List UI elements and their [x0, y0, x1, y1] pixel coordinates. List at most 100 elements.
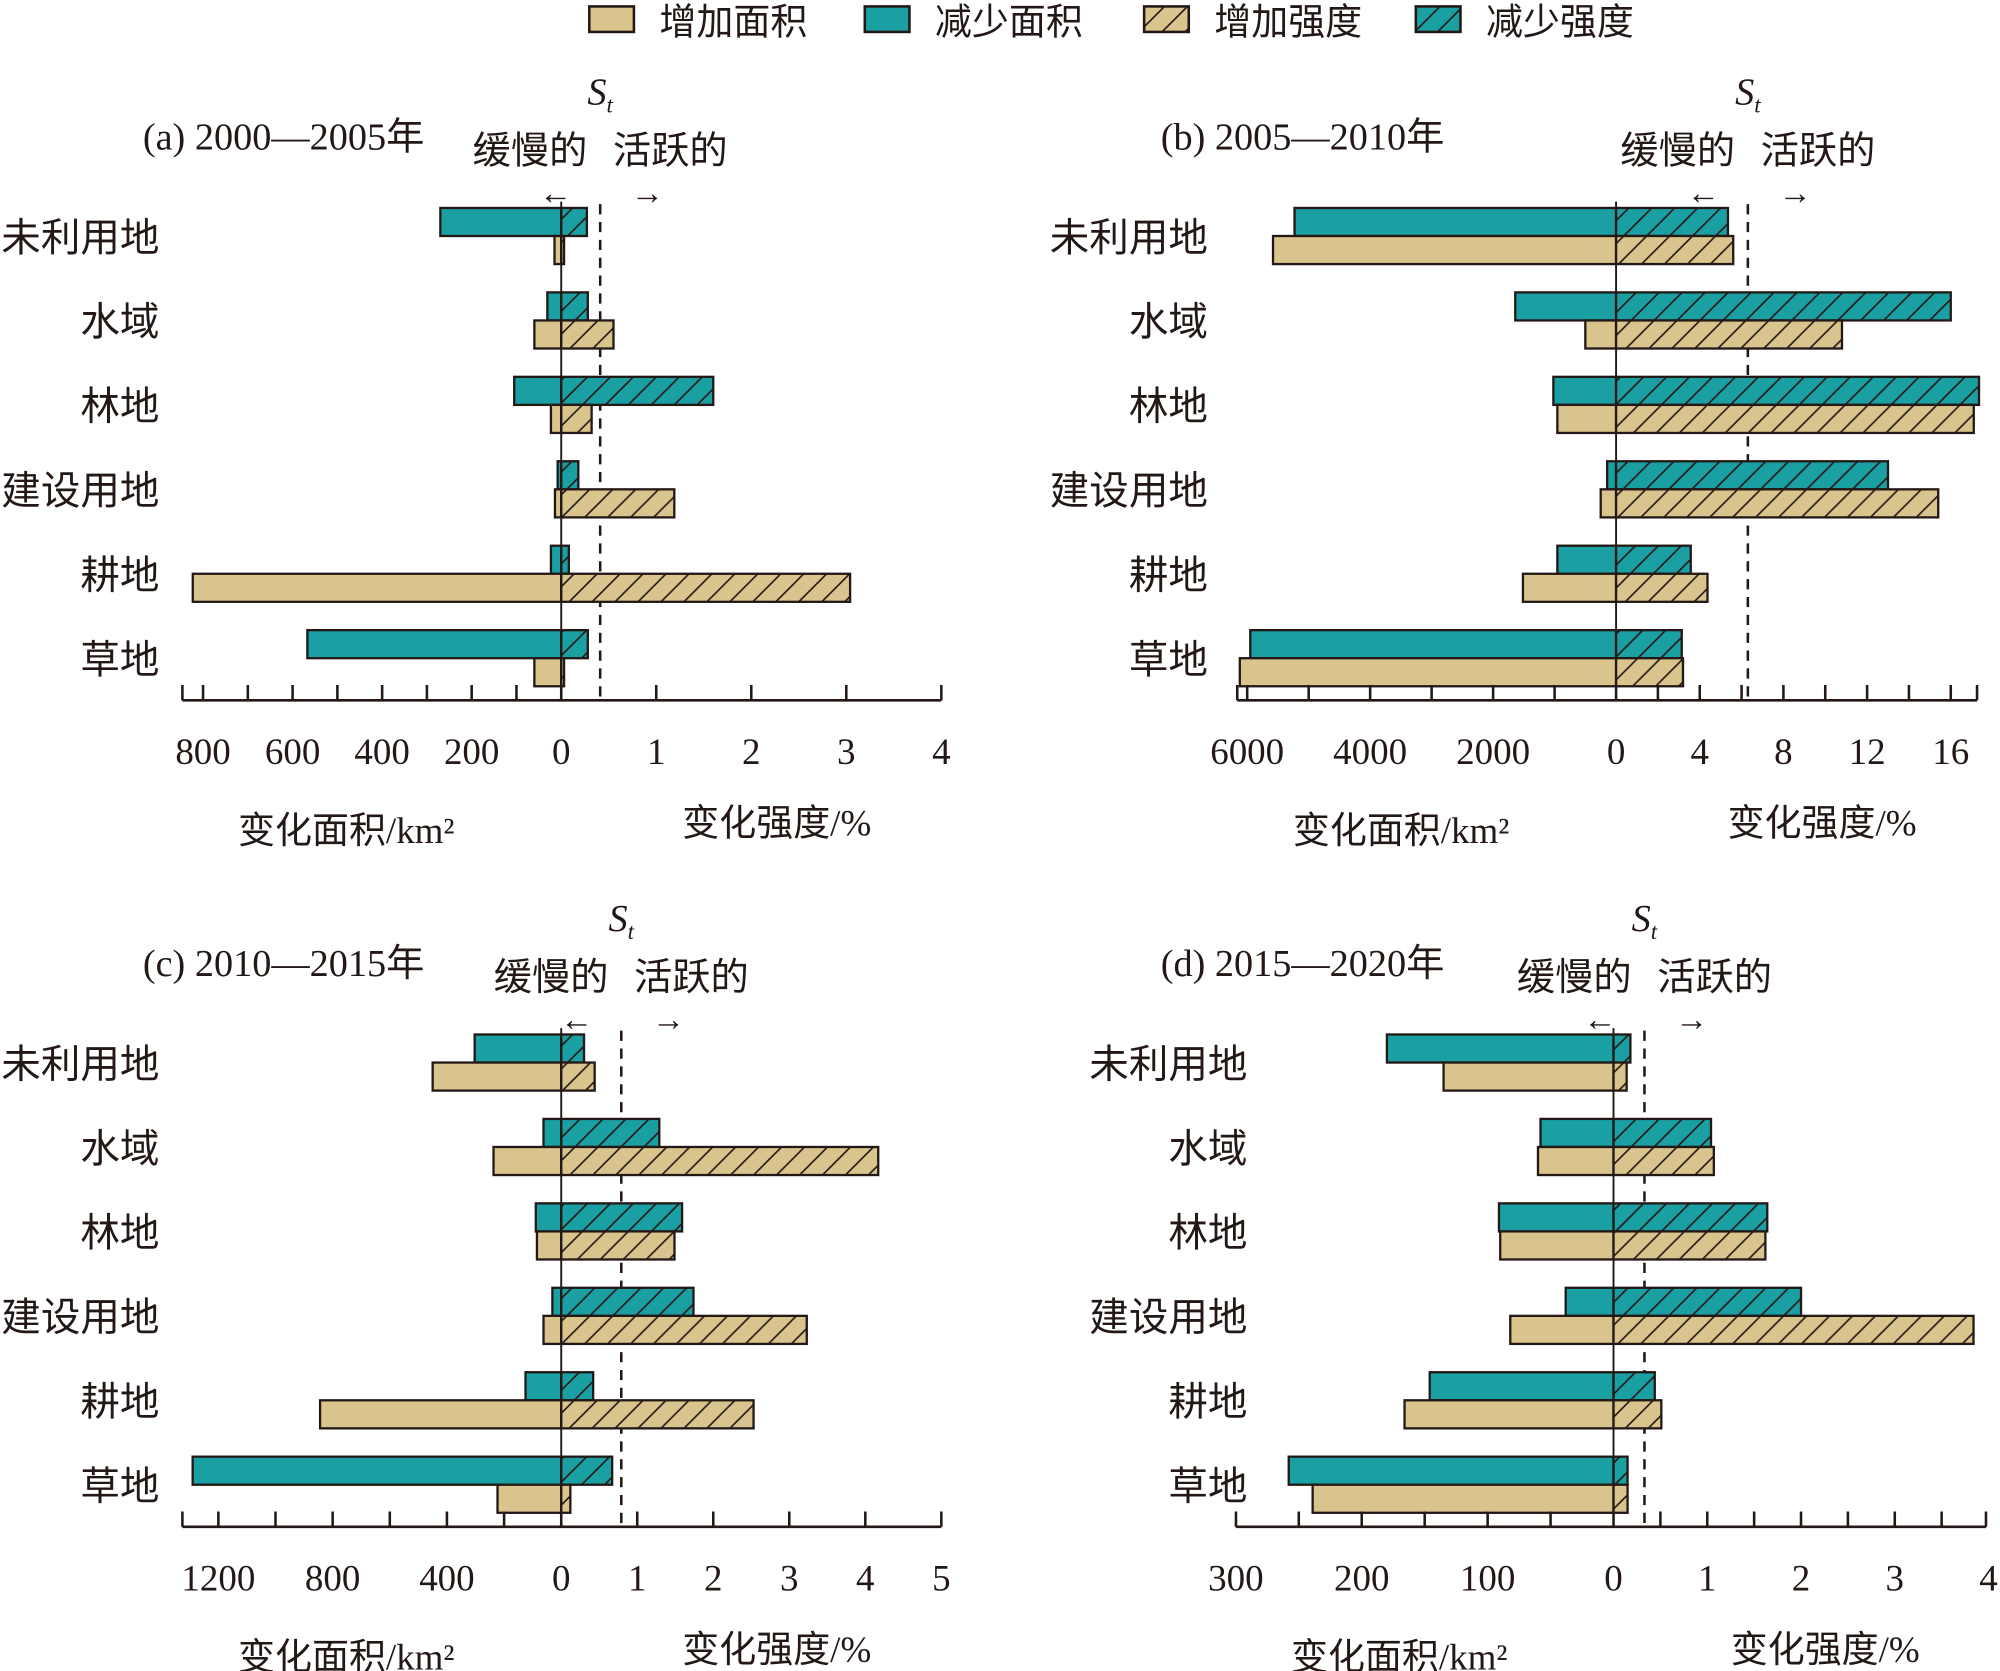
decrease-area-bar — [1556, 544, 1618, 575]
decrease-intensity-bar — [560, 1202, 684, 1233]
increase-intensity-bar — [560, 488, 676, 519]
increase-intensity-bar — [560, 1145, 880, 1177]
decrease-intensity-bar — [1612, 1286, 1803, 1318]
category-row: 耕地 — [80, 1371, 755, 1430]
intensity-tick-label: 1 — [628, 1558, 646, 1599]
panel-title: (a) 2000—2005年 — [143, 115, 425, 158]
category-row: 建设用地 — [1, 1286, 808, 1346]
intensity-tick-label: 2 — [1792, 1558, 1810, 1599]
decrease-area-bar — [542, 1117, 563, 1149]
decrease-intensity-bar — [1612, 1455, 1629, 1486]
decrease-intensity-bar — [560, 206, 589, 238]
category-label: 草地 — [1168, 1465, 1247, 1509]
decrease-area-bar — [1293, 206, 1618, 238]
category-row: 草地 — [80, 628, 589, 688]
area-tick-label: 0 — [1607, 731, 1625, 772]
increase-area-bar — [1521, 572, 1618, 603]
increase-area-bar — [1599, 488, 1618, 519]
increase-area-bar — [533, 319, 563, 350]
increase-area-bar — [492, 1145, 563, 1177]
intensity-axis-title: 变化强度/% — [682, 803, 871, 844]
increase-area-bar — [318, 1399, 563, 1430]
decrease-area-bar — [524, 1371, 563, 1402]
legend-label: 减少面积 — [935, 1, 1083, 42]
decrease-area-bar — [473, 1033, 563, 1064]
increase-area-bar — [1509, 1314, 1615, 1346]
category-row: 耕地 — [80, 544, 852, 603]
decrease-area-bar — [1539, 1117, 1615, 1149]
active-label: 活跃的 — [1657, 956, 1772, 999]
area-tick-label: 1200 — [181, 1558, 255, 1599]
category-row: 水域 — [1168, 1117, 1715, 1177]
decrease-area-bar — [439, 206, 563, 238]
threshold-label: St — [587, 72, 613, 118]
area-tick-label: 6000 — [1210, 731, 1284, 772]
decrease-intensity-bar — [1614, 291, 1952, 322]
category-label: 耕地 — [1129, 554, 1208, 598]
decrease-intensity-bar — [1614, 628, 1683, 660]
intensity-tick-label: 16 — [1932, 731, 1969, 772]
increase-intensity-bar — [1612, 1230, 1767, 1261]
category-row: 耕地 — [1129, 544, 1709, 603]
category-row: 林地 — [1129, 375, 1981, 435]
category-label: 未利用地 — [1050, 216, 1208, 260]
category-label: 草地 — [80, 1465, 159, 1509]
decrease-area-bar — [534, 1202, 563, 1233]
category-label: 耕地 — [80, 554, 159, 598]
active-label: 活跃的 — [634, 956, 749, 999]
category-label: 建设用地 — [1050, 470, 1208, 514]
decrease-area-bar — [1428, 1371, 1615, 1402]
legend-swatch — [863, 5, 911, 34]
panel-title: (c) 2010—2015年 — [143, 942, 425, 985]
increase-area-bar — [549, 403, 563, 435]
increase-intensity-bar — [560, 1061, 596, 1092]
category-row: 水域 — [80, 1117, 880, 1177]
increase-intensity-bar — [1614, 657, 1685, 688]
category-label: 建设用地 — [1, 1296, 159, 1340]
decrease-area-bar — [513, 375, 563, 407]
area-tick-label: 300 — [1208, 1558, 1263, 1599]
decrease-area-bar — [551, 1286, 563, 1318]
arrow-left-icon: ← — [560, 1002, 593, 1039]
area-tick-label: 100 — [1460, 1558, 1515, 1599]
intensity-tick-label: 4 — [1691, 731, 1709, 772]
category-label: 水域 — [80, 301, 159, 345]
area-tick-label: 600 — [265, 731, 320, 772]
increase-area-bar — [191, 572, 563, 603]
decrease-intensity-bar — [1614, 375, 1981, 407]
increase-area-bar — [1556, 403, 1618, 435]
category-row: 建设用地 — [1050, 460, 1940, 519]
decrease-intensity-bar — [1612, 1202, 1769, 1233]
increase-area-bar — [1403, 1399, 1615, 1430]
decrease-intensity-bar — [560, 1117, 661, 1149]
category-label: 林地 — [1168, 1212, 1247, 1256]
increase-intensity-bar — [1614, 488, 1940, 519]
area-tick-label: 800 — [175, 731, 230, 772]
threshold-label: St — [609, 898, 635, 944]
increase-intensity-bar — [560, 1314, 808, 1346]
legend-label: 减少强度 — [1486, 1, 1634, 42]
category-label: 草地 — [1129, 639, 1208, 683]
category-row: 未利用地 — [1, 206, 589, 266]
intensity-axis-title: 变化强度/% — [1728, 803, 1917, 844]
area-tick-label: 2000 — [1456, 731, 1530, 772]
increase-area-bar — [533, 657, 563, 688]
legend: 增加面积 减少面积 增加强度 减少强度 — [588, 1, 1634, 42]
category-row: 草地 — [1168, 1455, 1629, 1514]
intensity-tick-label: 3 — [837, 731, 855, 772]
category-row: 水域 — [1129, 291, 1952, 350]
area-tick-label: 0 — [552, 1558, 570, 1599]
panel-a: (a) 2000—2005年 St 缓慢的 活跃的 ← → 未利用地水域林地建设用地耕地草地… — [1, 72, 950, 852]
category-label: 水域 — [1168, 1127, 1247, 1171]
increase-area-bar — [496, 1483, 563, 1514]
area-tick-label: 800 — [305, 1558, 360, 1599]
arrow-right-icon: → — [1778, 175, 1811, 212]
category-row: 林地 — [80, 375, 715, 435]
decrease-intensity-bar — [560, 544, 570, 575]
area-tick-label: 4000 — [1333, 731, 1407, 772]
decrease-area-bar — [1606, 460, 1618, 491]
